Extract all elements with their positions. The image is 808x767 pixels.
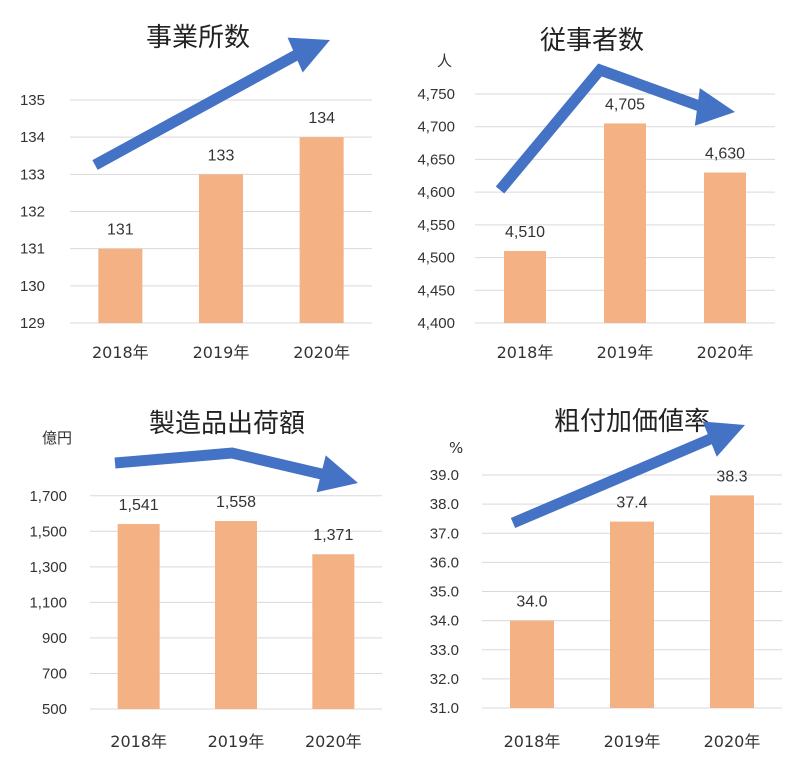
bar (710, 495, 754, 708)
chart-title: 事業所数 (146, 23, 250, 53)
chart-panel: 129 130 131 132 133 134 135 131 2018年 133 2019年 134… (20, 23, 372, 362)
trend-arrow-head (316, 455, 358, 493)
y-tick-label: 134 (20, 129, 45, 146)
data-label: 1,541 (119, 497, 159, 514)
x-tick-label: 2018年 (92, 343, 149, 362)
y-tick-label: 39.0 (430, 467, 459, 484)
data-label: 38.3 (716, 468, 747, 485)
x-tick-label: 2020年 (293, 343, 350, 362)
data-label: 1,558 (216, 494, 256, 511)
bar (510, 620, 554, 708)
bar (98, 248, 143, 323)
y-tick-label: 4,700 (417, 119, 455, 136)
unit-label: 億円 (42, 429, 72, 447)
bar (215, 521, 257, 709)
y-tick-label: 4,550 (417, 217, 455, 234)
chart-title: 製造品出荷額 (149, 409, 305, 439)
data-label: 37.4 (616, 495, 647, 512)
bar (299, 137, 344, 323)
data-label: 133 (208, 147, 235, 164)
x-tick-label: 2019年 (597, 343, 654, 362)
bar (504, 251, 546, 323)
x-tick-label: 2020年 (305, 732, 362, 751)
chart-title: 従事者数 (540, 26, 644, 56)
y-tick-label: 1,300 (29, 559, 67, 576)
y-tick-label: 900 (42, 630, 67, 647)
bar (704, 172, 746, 323)
x-tick-label: 2019年 (193, 343, 250, 362)
data-label: 34.0 (516, 594, 547, 611)
x-tick-label: 2019年 (208, 732, 265, 751)
x-tick-label: 2018年 (497, 343, 554, 362)
y-tick-label: 38.0 (430, 496, 459, 513)
data-label: 4,510 (505, 224, 545, 241)
trend-arrow-shaft (495, 63, 707, 194)
y-tick-label: 129 (20, 315, 45, 332)
y-tick-label: 132 (20, 204, 45, 221)
trend-arrow-shaft (92, 48, 303, 170)
data-label: 1,371 (313, 527, 353, 544)
x-tick-label: 2018年 (504, 732, 561, 751)
bar (199, 174, 243, 323)
y-tick-label: 32.0 (430, 671, 459, 688)
unit-label: 人 (437, 52, 452, 70)
y-tick-label: 37.0 (430, 525, 459, 542)
x-tick-label: 2020年 (704, 732, 761, 751)
y-tick-label: 4,650 (417, 151, 455, 168)
chart-panel: 31.0 32.0 33.0 34.0 35.0 36.0 37.0 38.0 39.0 34.0… (430, 407, 782, 751)
y-tick-label: 33.0 (430, 642, 459, 659)
y-tick-label: 36.0 (430, 554, 459, 571)
chart-panel: 4,400 4,450 4,500 4,550 4,600 4,650 4,700 4,750… (417, 26, 775, 362)
data-label: 4,705 (605, 96, 645, 113)
data-label: 4,630 (705, 146, 745, 163)
trend-arrow-head (287, 37, 330, 73)
bar (312, 554, 355, 709)
trend-arrow-head (694, 88, 735, 126)
x-tick-label: 2020年 (697, 343, 754, 362)
y-tick-label: 4,750 (417, 86, 455, 103)
y-tick-label: 135 (20, 92, 45, 109)
unit-label: % (449, 439, 463, 457)
chart-title: 粗付加価値率 (554, 407, 710, 437)
y-tick-label: 700 (42, 665, 67, 682)
bar (604, 123, 646, 323)
y-tick-label: 35.0 (430, 584, 459, 601)
y-tick-label: 1,100 (29, 594, 67, 611)
bar (610, 521, 654, 708)
y-tick-label: 133 (20, 166, 45, 183)
data-label: 131 (107, 222, 134, 239)
y-tick-label: 130 (20, 278, 45, 295)
x-tick-label: 2019年 (604, 732, 661, 751)
y-tick-label: 4,400 (417, 315, 455, 332)
bar (117, 524, 160, 709)
y-tick-label: 4,450 (417, 282, 455, 299)
trend-arrow-head (702, 421, 745, 457)
y-tick-label: 500 (42, 701, 67, 718)
y-tick-label: 34.0 (430, 613, 459, 630)
y-tick-label: 1,500 (29, 523, 67, 540)
data-label: 134 (308, 110, 335, 127)
y-tick-label: 4,600 (417, 184, 455, 201)
y-tick-label: 1,700 (29, 488, 67, 505)
y-tick-label: 4,500 (417, 250, 455, 267)
trend-arrow-shaft (510, 431, 718, 529)
x-tick-label: 2018年 (110, 732, 167, 751)
trend-arrow-shaft (114, 447, 332, 482)
chart-panel: 500 700 900 1,100 1,300 1,500 1,700 1,541 2018年 1… (29, 409, 382, 751)
y-tick-label: 31.0 (430, 700, 459, 717)
y-tick-label: 131 (20, 241, 45, 258)
